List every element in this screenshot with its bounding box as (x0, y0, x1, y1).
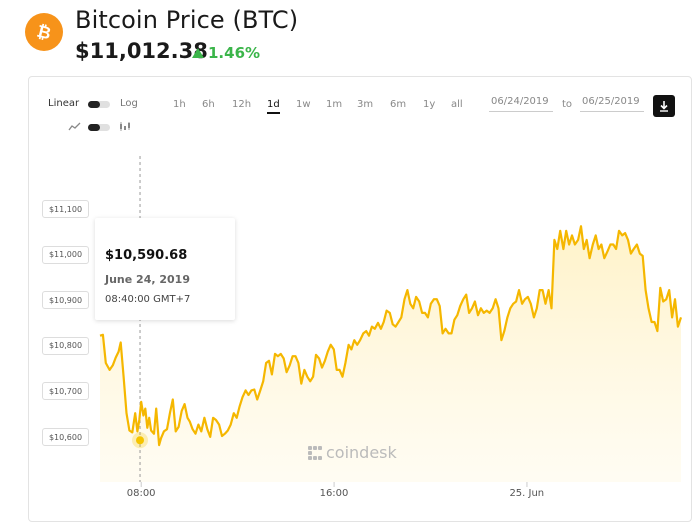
current-price: $11,012.38 (75, 39, 208, 63)
svg-text:₿: ₿ (35, 22, 53, 44)
chart-type-toggle[interactable] (88, 124, 110, 131)
price-tooltip: $10,590.68 June 24, 2019 08:40:00 GMT+7 (95, 218, 235, 320)
scale-toggle[interactable] (88, 101, 110, 108)
y-tick-label: $10,800 (42, 336, 89, 355)
download-icon (660, 101, 668, 112)
x-tick-label: 25. Jun (509, 488, 545, 499)
watermark-text: coindesk (326, 443, 397, 462)
range-1w[interactable]: 1w (296, 99, 311, 110)
range-1h[interactable]: 1h (173, 99, 186, 110)
price-change-value: 1.46% (208, 44, 261, 62)
scale-toggle-knob (88, 101, 100, 108)
price-line (99, 225, 683, 447)
download-button[interactable] (653, 95, 675, 117)
scale-log-label: Log (120, 98, 138, 109)
from-date-input[interactable]: 06/24/2019 (489, 96, 553, 112)
range-all[interactable]: all (451, 99, 463, 110)
y-tick-label: $10,600 (42, 428, 89, 446)
range-1m[interactable]: 1m (326, 99, 343, 110)
range-12h[interactable]: 12h (232, 99, 252, 110)
x-tick-label: 08:00 (126, 488, 156, 499)
y-tick-label: $11,100 (42, 200, 89, 218)
tooltip-time: 08:40:00 GMT+7 (105, 294, 191, 305)
price-change: 1.46% (192, 44, 260, 62)
bitcoin-logo-icon: ₿ (25, 13, 63, 51)
range-6m[interactable]: 6m (390, 99, 407, 110)
range-3m[interactable]: 3m (357, 99, 374, 110)
candlestick-icon[interactable] (119, 121, 131, 133)
tooltip-date: June 24, 2019 (105, 273, 190, 286)
coindesk-watermark: coindesk (308, 443, 397, 462)
bitcoin-symbol: ₿ (35, 22, 53, 44)
x-tick-label: 16:00 (319, 488, 349, 499)
page-title: Bitcoin Price (BTC) (75, 6, 299, 34)
to-date-input[interactable]: 06/25/2019 (580, 96, 644, 112)
to-label: to (562, 99, 573, 110)
range-1d[interactable]: 1d (267, 99, 280, 114)
y-tick-label: $11,000 (42, 245, 89, 264)
line-chart-icon[interactable] (68, 122, 82, 132)
range-1y[interactable]: 1y (423, 99, 436, 110)
hover-point (136, 436, 145, 445)
price-area-fill (100, 226, 681, 482)
range-6h[interactable]: 6h (202, 99, 215, 110)
y-tick-label: $10,900 (42, 291, 89, 310)
scale-linear-label: Linear (48, 98, 80, 109)
coindesk-logo-icon (308, 445, 322, 460)
up-arrow-icon (192, 48, 204, 58)
y-tick-label: $10,700 (42, 382, 89, 401)
tooltip-price: $10,590.68 (105, 248, 188, 263)
chart-type-toggle-knob (88, 124, 100, 131)
